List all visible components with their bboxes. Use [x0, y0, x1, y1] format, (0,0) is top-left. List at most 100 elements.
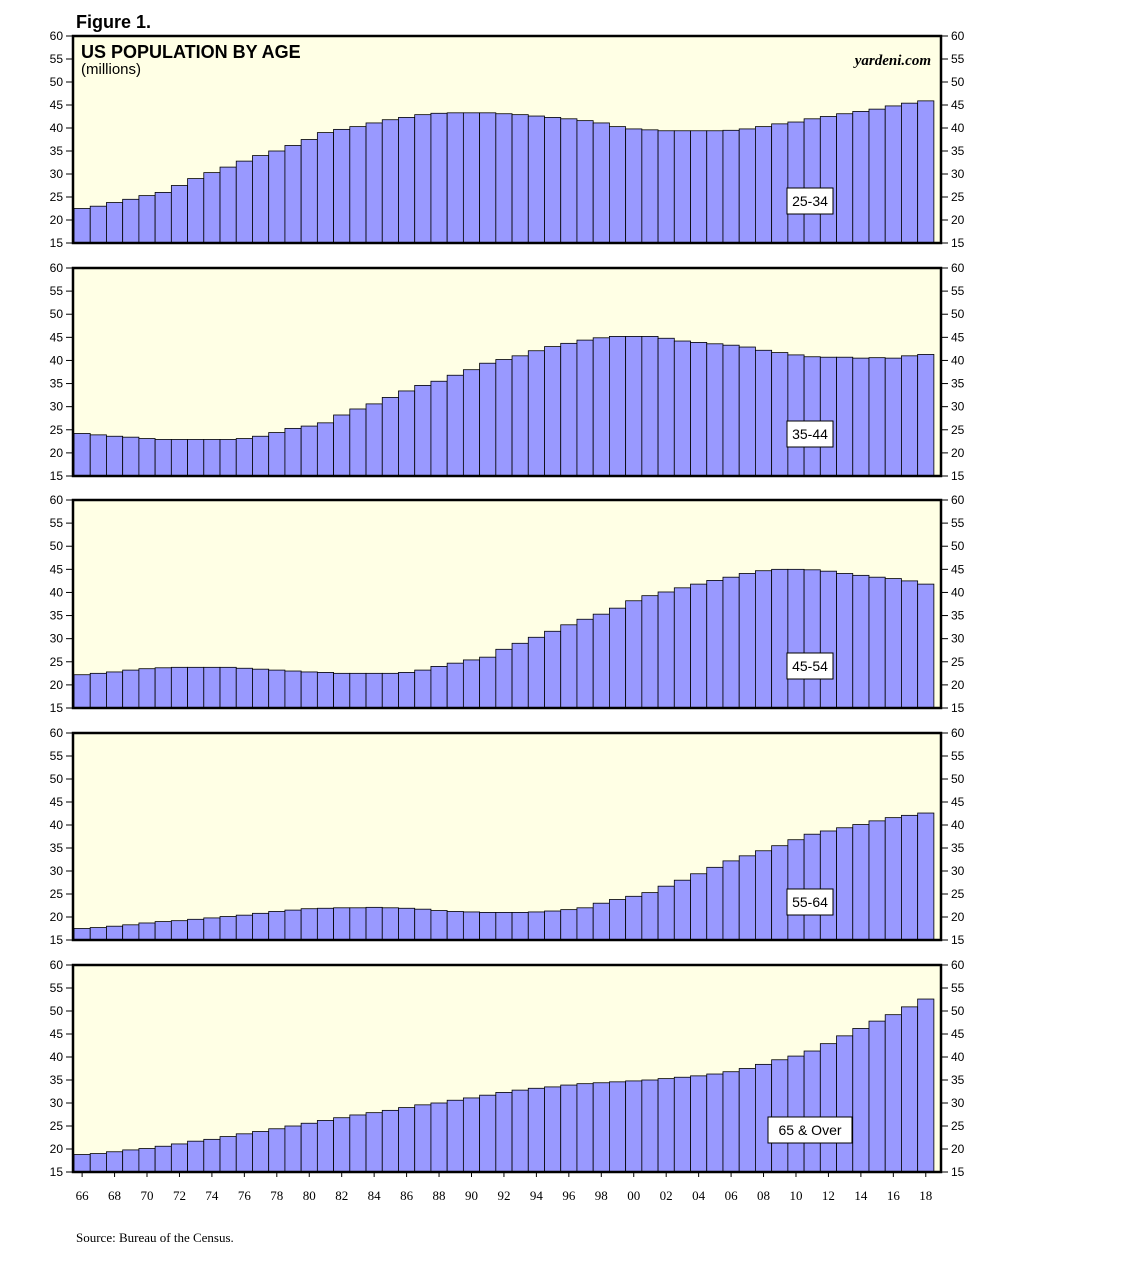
bar [203, 439, 221, 477]
bar [235, 1133, 253, 1173]
bar [527, 1087, 545, 1173]
y-tick-label-left: 50 [50, 539, 64, 553]
bar [333, 128, 351, 244]
bar [462, 369, 481, 477]
bar [722, 344, 740, 477]
bar [300, 671, 318, 709]
bar [690, 873, 708, 941]
bar [284, 670, 302, 709]
bar [316, 132, 334, 244]
bar [852, 357, 870, 477]
bar [495, 648, 513, 709]
x-tick-label: 18 [919, 1188, 932, 1203]
bar [901, 1006, 919, 1173]
bar [609, 607, 627, 709]
bar [398, 907, 416, 941]
y-tick-label-right: 35 [951, 841, 965, 855]
bar [170, 920, 188, 941]
x-tick-label: 98 [595, 1188, 608, 1203]
bar [868, 357, 886, 477]
bar [641, 595, 659, 709]
y-tick-label-left: 20 [50, 213, 64, 227]
y-tick-label-left: 55 [50, 284, 64, 298]
bar [884, 817, 902, 941]
figure-label: Figure 1. [76, 12, 151, 32]
y-tick-label-right: 35 [951, 377, 965, 391]
y-tick-label-right: 15 [951, 933, 965, 947]
bar [609, 1081, 627, 1173]
bar [430, 380, 448, 477]
bar [252, 912, 270, 941]
bar [738, 128, 756, 244]
panel-2: 15 15 20 20 25 25 30 30 35 35 40 40 45 45 50 50 55 55 60 60… [50, 261, 965, 483]
bar [722, 1071, 740, 1173]
bar [625, 336, 643, 477]
bar [106, 202, 124, 244]
x-tick-label: 08 [757, 1188, 770, 1203]
bar [495, 359, 513, 477]
bar [89, 1153, 107, 1173]
bar [349, 408, 367, 477]
y-tick-label-right: 50 [951, 75, 965, 89]
bar [462, 112, 481, 244]
chart-title: US POPULATION BY AGE [81, 42, 301, 62]
bar [917, 812, 935, 941]
bar [738, 1068, 756, 1173]
bar [852, 574, 870, 709]
bar [884, 357, 902, 477]
y-tick-label-left: 30 [50, 632, 64, 646]
y-tick-label-right: 50 [951, 772, 965, 786]
age-group-label: 35-44 [792, 426, 828, 442]
bar [673, 1076, 691, 1173]
bar [917, 583, 935, 709]
y-tick-label-right: 40 [951, 353, 965, 367]
y-tick-label-left: 30 [50, 167, 64, 181]
y-tick-label-right: 25 [951, 1119, 965, 1133]
y-tick-label-left: 45 [50, 330, 64, 344]
bar [544, 346, 562, 477]
bar [333, 414, 351, 477]
y-tick-label-left: 30 [50, 1096, 64, 1110]
bar [657, 130, 675, 244]
y-tick-label-right: 50 [951, 539, 965, 553]
y-tick-label-left: 25 [50, 887, 64, 901]
bar [203, 666, 221, 709]
y-tick-label-left: 50 [50, 772, 64, 786]
age-label-box [786, 187, 834, 215]
x-tick-label: 12 [822, 1188, 835, 1203]
bar [349, 126, 367, 244]
bar [917, 100, 935, 244]
bar [592, 902, 610, 941]
bar [787, 354, 805, 477]
bar [544, 1086, 562, 1173]
bar [706, 580, 724, 709]
bar [316, 422, 334, 477]
x-axis: 66 68 70 72 74 76 78 80 82 84 86 88 90 92 94 96 98 00 02 04… [76, 1172, 932, 1203]
bar [560, 909, 578, 941]
y-tick-label-left: 40 [50, 353, 64, 367]
y-tick-label-left: 15 [50, 1165, 64, 1179]
bar [755, 126, 773, 244]
y-tick-label-right: 35 [951, 609, 965, 623]
bar [609, 899, 627, 941]
bar [803, 1050, 821, 1173]
bar [446, 1099, 464, 1173]
panel-frame [71, 498, 943, 710]
panel-3: 15 15 20 20 25 25 30 30 35 35 40 40 45 45 50 50 55 55 60 60… [50, 493, 965, 715]
bar [836, 827, 854, 941]
y-tick-label-left: 50 [50, 1004, 64, 1018]
y-tick-label-right: 45 [951, 1027, 965, 1041]
x-tick-label: 78 [270, 1188, 283, 1203]
chart-subtitle: (millions) [81, 61, 141, 78]
bar [138, 668, 156, 709]
bar [381, 119, 399, 244]
bar [89, 927, 107, 941]
bar [187, 439, 205, 477]
x-tick-label: 90 [465, 1188, 478, 1203]
bar [803, 569, 821, 709]
bar [917, 998, 935, 1173]
bar [122, 436, 140, 477]
bar [398, 1107, 416, 1173]
age-label-box [786, 652, 834, 680]
bar [414, 669, 432, 709]
